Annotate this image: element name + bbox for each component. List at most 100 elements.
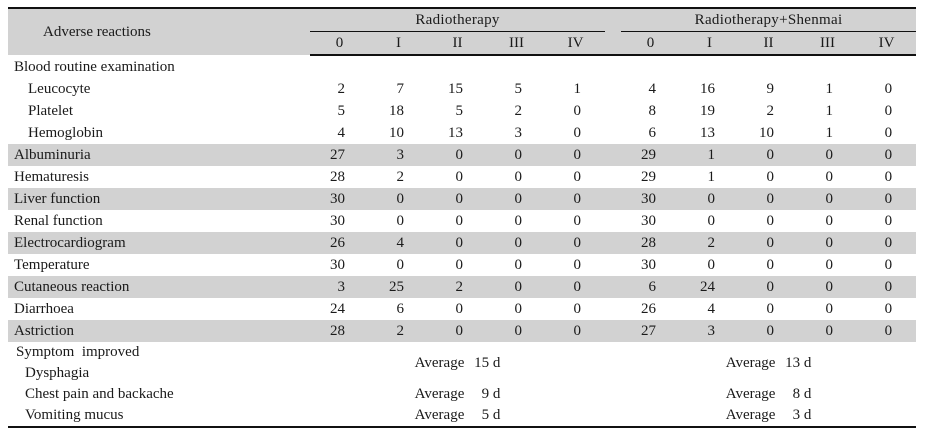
row-label: Hematuresis: [14, 169, 89, 185]
grade-count-cell: [621, 55, 680, 78]
adverse-reactions-table: Adverse reactions Radiotherapy Radiother…: [8, 7, 917, 428]
grade-count-cell: 0: [546, 188, 606, 210]
grade-count-cell: 0: [573, 125, 582, 141]
average-value: 9 d: [481, 386, 501, 402]
grade-count-cell: 0: [798, 232, 858, 254]
group-gap-cell: [605, 384, 621, 405]
group-gap-cell: [605, 55, 621, 78]
grade-count-cell: 6: [648, 125, 657, 141]
grade-count-cell: 0: [369, 188, 428, 210]
grade-count-cell: 3: [310, 276, 369, 298]
group-header-radiotherapy-shenmai: Radiotherapy+Shenmai: [621, 8, 917, 32]
symptom-row-label: Chest pain and backache: [25, 386, 174, 402]
table-row: Blood routine examination: [8, 55, 916, 78]
grade-count-cell: 0: [455, 257, 464, 273]
grade-count-cell: 27: [621, 320, 681, 342]
grade-count-cell: 0: [884, 103, 893, 119]
grade-count-cell: 0: [798, 320, 858, 342]
group-gap-cell: [605, 232, 622, 254]
radiotherapy-average-cell: Average 9 d: [310, 384, 605, 405]
grade-count-cell: 0: [798, 188, 858, 210]
grade-count-cell: 30: [641, 257, 657, 273]
grade-count-cell: 2: [514, 103, 523, 119]
grade-count-cell: 0: [766, 213, 775, 229]
grade-count-cell: 0: [707, 213, 716, 229]
grade-count-cell: 3: [514, 125, 523, 141]
grade-count-cell: 0: [857, 276, 917, 298]
grade-count-cell: [487, 55, 546, 78]
grade-count-cell: 4: [707, 301, 716, 317]
average-value: 3 d: [792, 407, 812, 423]
shenmai-average-cell: Average 3 d: [621, 405, 916, 427]
table-row: Diarrhoea 24 6 0 0 0 26 4 0 0 0: [8, 298, 916, 320]
radiotherapy-average-cell: Average 15 d: [310, 342, 605, 384]
grade-count-cell: 0: [487, 232, 546, 254]
group-gap-cell: [605, 166, 621, 188]
table-row: Temperature 30 0 0 0 0 30 0 0 0 0: [8, 254, 916, 276]
grade-count-cell: [428, 55, 487, 78]
grade-count-cell: 0: [546, 276, 606, 298]
grade-count-cell: [310, 55, 369, 78]
symptom-section-body: Symptom improved Dysphagia Average 15 d Aver…: [8, 342, 916, 427]
grade-count-cell: 2: [680, 232, 740, 254]
grade-count-cell: 1: [825, 81, 834, 97]
grade-header-s1: I: [680, 31, 740, 56]
grade-count-cell: 28: [621, 232, 681, 254]
table-row: Electrocardiogram 26 4 0 0 0 28 2 0 0 0: [8, 232, 917, 254]
grade-count-cell: 0: [546, 232, 606, 254]
grade-count-cell: 0: [857, 188, 917, 210]
grade-count-cell: 0: [798, 276, 858, 298]
average-label: Average: [725, 407, 776, 423]
grade-count-cell: 2: [396, 169, 405, 185]
grade-count-cell: [857, 55, 916, 78]
row-label: Astriction: [8, 320, 310, 342]
grade-count-cell: 0: [455, 169, 464, 185]
grade-count-cell: 30: [330, 257, 345, 273]
group-gap-cell: [605, 100, 621, 122]
grade-count-cell: 1: [707, 169, 716, 185]
average-label: Average: [414, 386, 465, 402]
grade-count-cell: [739, 55, 798, 78]
average-duration: Average 13 d: [726, 353, 812, 374]
grade-count-cell: 0: [825, 301, 834, 317]
row-label: Liver function: [8, 188, 310, 210]
grade-count-cell: 2: [337, 81, 346, 97]
average-label: Average: [414, 407, 465, 423]
grade-count-cell: 0: [455, 301, 464, 317]
row-label: Albuminuria: [8, 144, 310, 166]
group-gap-cell: [605, 342, 621, 384]
grade-count-cell: 24: [330, 301, 345, 317]
grade-count-cell: 0: [514, 169, 523, 185]
grade-header-s4: IV: [857, 31, 917, 56]
grade-header-r2: II: [428, 31, 487, 56]
table-body: Blood routine examination Leucocyte 2 7 15 5 1…: [8, 55, 917, 342]
grade-count-cell: 0: [739, 144, 799, 166]
symptom-row-label: Vomiting mucus: [25, 407, 124, 423]
grade-count-cell: 0: [396, 257, 405, 273]
row-label: Cutaneous reaction: [8, 276, 310, 298]
grade-count-cell: 0: [546, 320, 606, 342]
grade-count-cell: 0: [680, 188, 740, 210]
grade-count-cell: 0: [884, 125, 893, 141]
grade-header-r3: III: [487, 31, 546, 56]
grade-count-cell: 30: [641, 213, 657, 229]
average-value: 15 d: [474, 354, 501, 371]
group-gap-cell: [605, 78, 621, 100]
grade-count-cell: 30: [310, 188, 369, 210]
grade-count-cell: 5: [337, 103, 346, 119]
shenmai-average-cell: Average 8 d: [621, 384, 916, 405]
grade-count-cell: 0: [428, 144, 487, 166]
row-label: Platelet: [28, 103, 73, 119]
grade-count-cell: 0: [798, 144, 858, 166]
grade-count-cell: 1: [573, 81, 582, 97]
average-duration: Average 5 d: [415, 405, 501, 426]
row-label: Hemoglobin: [28, 125, 103, 141]
grade-count-cell: 0: [573, 213, 582, 229]
average-duration: Average 15 d: [415, 353, 501, 374]
group-gap-cell: [605, 405, 621, 427]
grade-count-cell: 26: [641, 301, 657, 317]
row-label: Renal function: [14, 213, 103, 229]
grade-count-cell: 0: [884, 169, 893, 185]
grade-count-cell: 0: [428, 232, 487, 254]
table-row: Platelet 5 18 5 2 0 8 19 2 1 0: [8, 100, 916, 122]
